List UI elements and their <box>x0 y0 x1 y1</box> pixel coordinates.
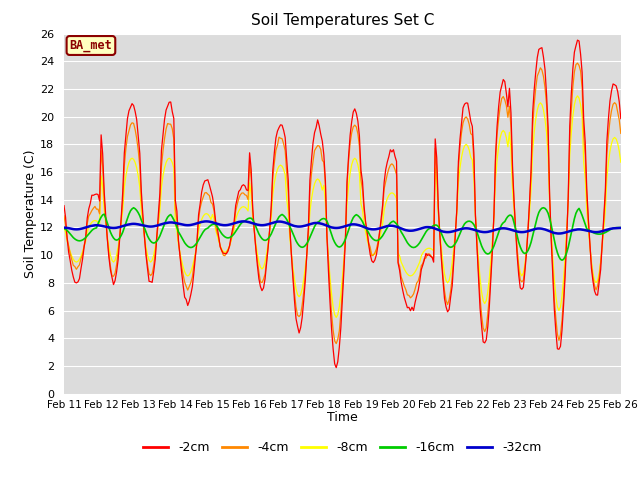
X-axis label: Time: Time <box>327 411 358 424</box>
Y-axis label: Soil Temperature (C): Soil Temperature (C) <box>24 149 37 278</box>
Legend: -2cm, -4cm, -8cm, -16cm, -32cm: -2cm, -4cm, -8cm, -16cm, -32cm <box>138 436 547 459</box>
Title: Soil Temperatures Set C: Soil Temperatures Set C <box>251 13 434 28</box>
Text: BA_met: BA_met <box>70 39 112 52</box>
